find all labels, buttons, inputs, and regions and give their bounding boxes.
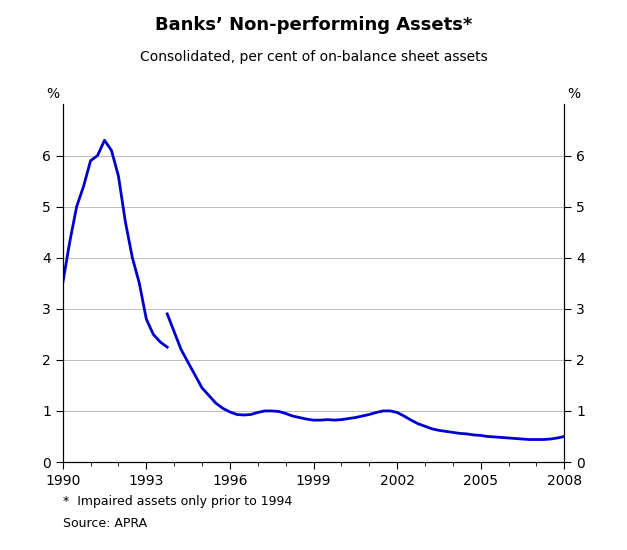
Text: *  Impaired assets only prior to 1994: * Impaired assets only prior to 1994 xyxy=(63,495,292,508)
Text: Banks’ Non-performing Assets*: Banks’ Non-performing Assets* xyxy=(155,16,472,35)
Text: Consolidated, per cent of on-balance sheet assets: Consolidated, per cent of on-balance she… xyxy=(140,50,487,63)
Text: Source: APRA: Source: APRA xyxy=(63,517,147,530)
Text: %: % xyxy=(567,87,580,101)
Text: %: % xyxy=(47,87,60,101)
